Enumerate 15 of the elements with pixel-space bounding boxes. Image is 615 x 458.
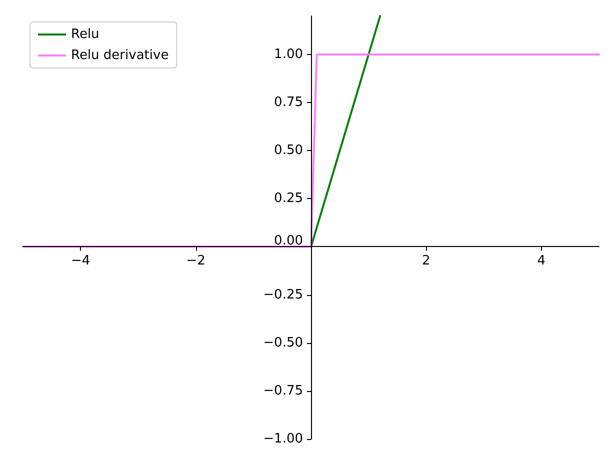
y-tick-label: 0.50 — [274, 143, 303, 158]
y-tick-label: −0.50 — [263, 335, 303, 350]
x-tick-label: 2 — [422, 254, 430, 269]
y-tick-label: −1.00 — [263, 432, 303, 446]
y-tick-label: −0.75 — [263, 383, 303, 398]
x-tick-label: 4 — [537, 254, 546, 269]
y-tick-label: 1.00 — [274, 46, 303, 62]
x-tick-label: −2 — [186, 254, 206, 269]
y-tick-label: −0.25 — [263, 287, 303, 302]
x-tick-label: −4 — [71, 254, 90, 269]
y-tick-label: 0.75 — [274, 95, 303, 110]
y-tick-label: 0.00 — [274, 234, 303, 249]
y-tick-label: 0.25 — [274, 191, 303, 206]
legend-label: Relu — [71, 27, 100, 42]
legend-label: Relu derivative — [71, 48, 169, 63]
